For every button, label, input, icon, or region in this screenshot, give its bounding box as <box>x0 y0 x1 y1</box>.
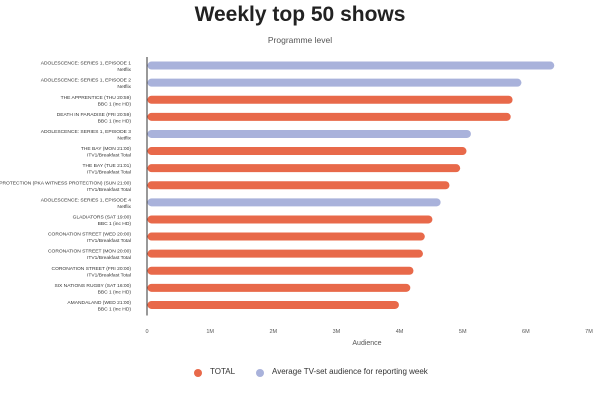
bar-label-channel: ITV1/Breakfast Total <box>87 238 131 244</box>
bar-label-programme: ADOLESCENCE: SERIES 1, EPISODE 1 <box>41 61 132 67</box>
bar-label-programme: CORONATION STREET (FRI 20:00) <box>52 266 132 272</box>
chart-subtitle: Programme level <box>267 35 333 45</box>
bar[interactable] <box>147 164 461 173</box>
bar[interactable] <box>147 266 414 275</box>
bar-label-channel: ITV1/Breakfast Total <box>87 255 131 261</box>
bar[interactable] <box>147 232 425 241</box>
bar-label-channel: ITV1/Breakfast Total <box>87 170 131 176</box>
bar-label-channel: Netflix <box>117 84 131 90</box>
x-tick-label: 6M <box>522 329 530 335</box>
chart-title: Weekly top 50 shows <box>194 3 406 26</box>
bar-label-programme: SIX NATIONS RUGBY (SAT 16:00) <box>54 283 131 289</box>
x-tick-label: 5M <box>459 329 467 335</box>
x-axis-label: Audience <box>352 340 381 347</box>
x-tick-label: 0 <box>145 329 148 335</box>
bar-label-programme: ADOLESCENCE: SERIES 1, EPISODE 4 <box>41 197 132 203</box>
bar[interactable] <box>147 249 423 258</box>
bar-label-programme: PROTECTION (PKA WITNESS PROTECTION) (SUN… <box>0 180 131 186</box>
bar-label-channel: BBC 1 (inc HD) <box>98 221 132 227</box>
bar-label-channel: ITV1/Breakfast Total <box>87 187 131 193</box>
bar[interactable] <box>147 198 441 207</box>
legend-swatch-total <box>194 369 202 377</box>
bar-label-programme: THE APPRENTICE (THU 20:59) <box>61 95 132 101</box>
bar[interactable] <box>147 283 411 292</box>
bar[interactable] <box>147 215 433 224</box>
x-tick-label: 1M <box>206 329 214 335</box>
x-tick-label: 4M <box>396 329 404 335</box>
bar-label-channel: BBC 1 (inc HD) <box>98 289 132 295</box>
bar-label-programme: CORONATION STREET (WED 20:00) <box>48 232 131 238</box>
bar-label-channel: BBC 1 (inc HD) <box>98 101 132 107</box>
bar-label-channel: Netflix <box>117 204 131 210</box>
bar-label-channel: ITV1/Breakfast Total <box>87 153 131 159</box>
bar-label-programme: THE BAY (TUE 21:01) <box>83 163 132 169</box>
bar-label-channel: BBC 1 (inc HD) <box>98 118 132 124</box>
bar-label-programme: THE BAY (MON 21:00) <box>81 146 131 152</box>
bar-label-programme: AMANDALAND (WED 21:00) <box>67 300 131 306</box>
bar[interactable] <box>147 112 511 121</box>
chart-legend: TOTAL Average TV-set audience for report… <box>0 366 600 380</box>
bar[interactable] <box>147 300 399 309</box>
bar-label-programme: CORONATION STREET (MON 20:00) <box>48 249 131 255</box>
bar-label-channel: BBC 1 (inc HD) <box>98 306 132 312</box>
bar[interactable] <box>147 129 471 138</box>
bar-label-channel: Netflix <box>117 67 131 73</box>
legend-swatch-average <box>256 369 264 377</box>
bar[interactable] <box>147 61 555 70</box>
legend-label-total: TOTAL <box>210 367 236 376</box>
x-tick-label: 7M <box>585 329 593 335</box>
bar[interactable] <box>147 78 522 87</box>
bar-label-channel: Netflix <box>117 135 131 141</box>
bar-label-programme: GLADIATORS (SAT 19:00) <box>73 214 132 220</box>
x-tick-label: 3M <box>333 329 341 335</box>
bar[interactable] <box>147 147 467 156</box>
bar[interactable] <box>147 95 513 104</box>
bar-label-programme: ADOLESCENCE: SERIES 1, EPISODE 3 <box>41 129 132 135</box>
bar-label-programme: DEATH IN PARADISE (FRI 20:59) <box>57 112 132 118</box>
legend-label-average: Average TV-set audience for reporting we… <box>272 367 428 376</box>
x-tick-label: 2M <box>269 329 277 335</box>
bar-label-channel: ITV1/Breakfast Total <box>87 272 131 278</box>
bar-label-programme: ADOLESCENCE: SERIES 1, EPISODE 2 <box>41 78 132 84</box>
bar[interactable] <box>147 181 450 190</box>
